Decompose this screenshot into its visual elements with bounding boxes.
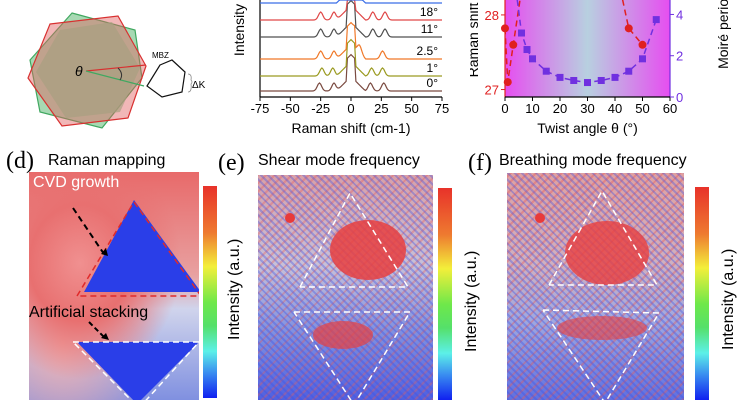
raman-point (501, 24, 509, 33)
theta-label: θ (75, 63, 83, 79)
colorbar-f-label: Intensity (a.u.) (720, 248, 737, 350)
spectrum-label: 0° (427, 76, 439, 90)
lower-red-domain (557, 316, 647, 340)
right-y-axis-label: Moiré period (715, 0, 731, 69)
moire-point (518, 29, 525, 37)
panel-f-title: Breathing mode frequency (499, 152, 687, 169)
right-y-tick-label: 4 (676, 7, 683, 22)
delta-k-bracket (187, 73, 193, 93)
twist-angle-chart: 0 10 20 30 40 50 60 Twist angle θ (°) 27 28 0 2 4 Ram… (470, 0, 731, 136)
moire-point (542, 67, 550, 75)
red-dot (535, 213, 545, 223)
x-axis-label: Raman shift (cm-1) (291, 120, 410, 136)
raman-point (503, 78, 512, 87)
breathing-mode-map (507, 173, 684, 400)
stacked-triangle-outline (72, 341, 199, 400)
upper-triangle-outline (548, 189, 659, 286)
moire-point (652, 16, 660, 24)
y-axis-label: Intensity (231, 4, 247, 56)
stacked-triangle-region (77, 342, 199, 400)
colorbar-d-label: Intensity (a.u.) (226, 238, 243, 340)
panel-d-letter: (d) (6, 148, 34, 174)
cvd-triangle-region (84, 200, 199, 292)
colorbar-e (438, 188, 452, 400)
spectrum-line (260, 53, 442, 92)
lower-red-domain (313, 321, 373, 349)
left-y-tick-label: 27 (485, 83, 499, 98)
x-tick-label: -75 (251, 101, 270, 116)
shear-mode-map (258, 175, 433, 400)
spectrum-line (260, 38, 442, 77)
twisted-lattice-diagram: θ MBZ ΔK (27, 12, 206, 129)
spectrum-label: 11° (421, 22, 438, 36)
x-tick-label: 30 (580, 101, 594, 116)
delta-k-label: ΔK (192, 80, 206, 91)
red-dot (285, 213, 295, 223)
cvd-arrow (72, 207, 105, 255)
stacking-arrow (88, 321, 106, 339)
spectrum-line (260, 0, 442, 4)
upper-red-domain (565, 221, 649, 285)
x-axis-label: Twist angle θ (°) (537, 120, 638, 136)
x-tick-label: 0 (501, 101, 508, 116)
spectrum-line (260, 0, 442, 38)
x-tick-label: 40 (608, 101, 622, 116)
spectrum-line (260, 21, 442, 60)
x-tick-label: 10 (525, 101, 539, 116)
moire-point (584, 79, 591, 87)
raman-point (624, 24, 633, 33)
x-tick-label: -50 (281, 101, 300, 116)
spectrum-line (260, 0, 442, 21)
colorbar-f (695, 187, 709, 400)
raman-spectra-chart: -75 -50 -25 0 25 50 75 Raman shift (cm-1) Intens… (231, 0, 449, 136)
right-y-tick-label: 0 (676, 90, 683, 105)
moire-point (529, 55, 536, 63)
stacking-arrowhead (101, 333, 109, 340)
lower-triangle-outline (293, 311, 412, 400)
raman-point (509, 40, 518, 49)
raman-line-left (504, 0, 521, 83)
upper-red-domain (330, 220, 406, 280)
moire-point (597, 76, 605, 84)
x-tick-label: 60 (663, 101, 677, 116)
raman-point (638, 40, 647, 49)
right-y-tick-label: 2 (676, 49, 683, 64)
artificial-stacking-label: Artificial stacking (29, 304, 149, 321)
x-tick-label: 50 (635, 101, 649, 116)
raman-intensity-map: CVD growth Artificial stacking (29, 172, 199, 400)
mbz-label: MBZ (152, 51, 169, 60)
x-tick-label: 25 (374, 101, 388, 116)
cvd-growth-label: CVD growth (33, 174, 120, 191)
colorbar-d (203, 186, 217, 398)
mbz-hexagon (146, 59, 186, 98)
cvd-arrowhead (101, 248, 108, 256)
panel-d-title: Raman mapping (48, 152, 166, 169)
x-tick-label: 0 (347, 101, 354, 116)
x-tick-label: 50 (404, 101, 418, 116)
left-y-tick-label: 28 (485, 8, 499, 23)
moire-point (570, 76, 578, 84)
panel-e-letter: (e) (218, 150, 245, 176)
green-vector (85, 70, 145, 87)
spectrum-label: 18° (420, 5, 438, 19)
angle-arc (117, 67, 123, 81)
x-tick-label: 20 (553, 101, 567, 116)
x-tick-label: 75 (435, 101, 449, 116)
moire-point (639, 55, 646, 63)
colorbar-e-label: Intensity (a.u.) (463, 250, 480, 352)
panel-e-title: Shear mode frequency (258, 152, 420, 169)
spectrum-label: 2.5° (417, 44, 439, 58)
red-vector (85, 64, 147, 72)
moire-point (556, 73, 564, 81)
panel-f-letter: (f) (468, 150, 492, 176)
spectrum-label: 1° (427, 61, 439, 75)
moire-point (611, 73, 619, 81)
upper-triangle-outline (299, 191, 410, 288)
left-y-axis-label: Raman shift (470, 3, 481, 78)
moire-point (523, 46, 531, 54)
overlap-region (36, 22, 140, 118)
raman-line-right (621, 0, 644, 46)
moire-point (625, 67, 633, 75)
x-tick-label: -25 (311, 101, 330, 116)
